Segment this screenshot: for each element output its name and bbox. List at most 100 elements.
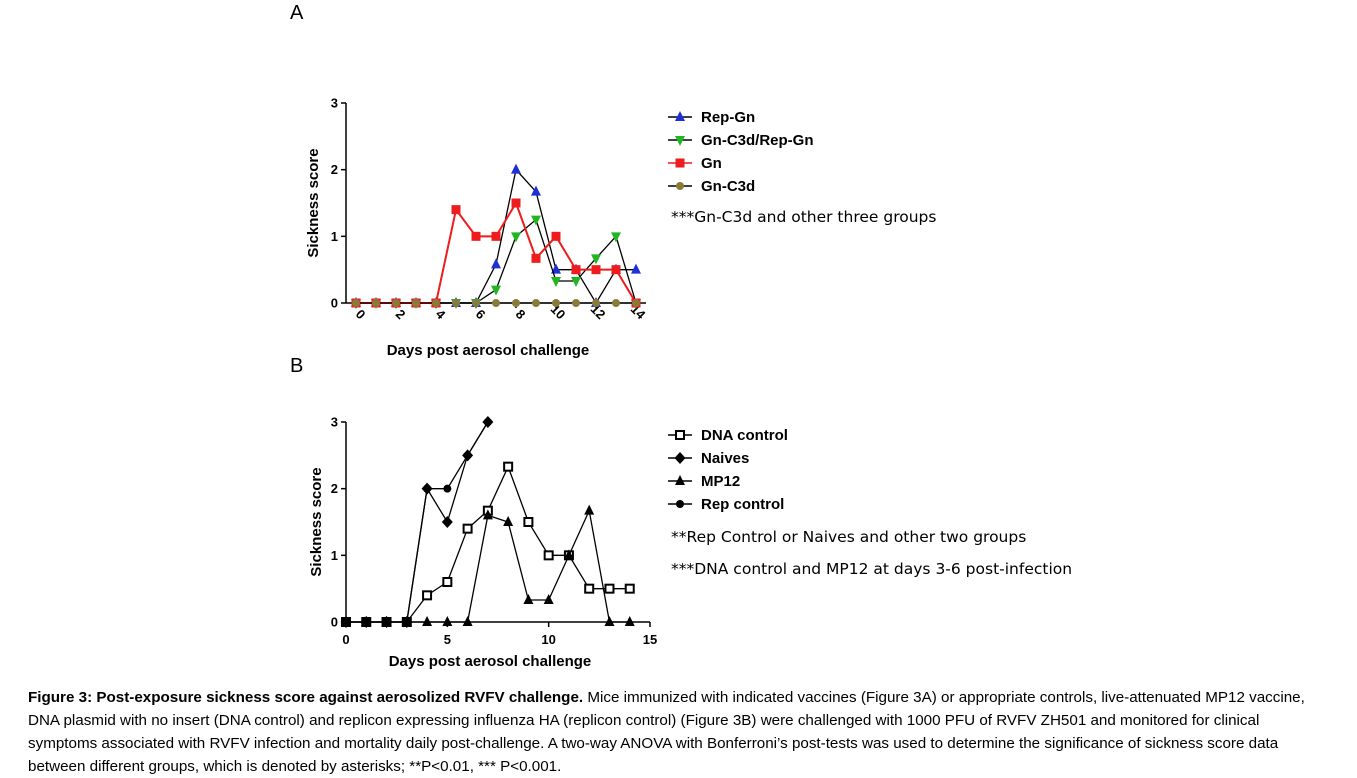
y-tick-label: 0 [331,615,338,630]
legend-entry: Rep-Gn [668,109,755,126]
legend-label: Naives [701,450,749,467]
y-tick-label: 1 [331,548,338,563]
y-tick-label: 3 [331,415,338,430]
data-point [402,618,411,626]
data-point [491,285,501,296]
data-point [483,418,492,426]
data-point [423,484,432,493]
data-point [451,205,461,215]
y-axis-title: Sickness score [308,467,325,576]
legend-marker [675,158,685,168]
legend-entry: Naives [668,450,749,467]
data-point [631,263,641,274]
y-tick-label: 3 [331,96,338,111]
series-naives [340,416,494,628]
data-point [531,215,541,226]
y-tick-label: 1 [331,229,338,244]
data-point [551,263,561,274]
x-tick-label: 4 [433,306,449,322]
legend-label: DNA control [701,427,788,444]
legend-label: Rep control [701,496,784,513]
data-point [523,594,534,604]
x-axis-title: Days post aerosol challenge [387,342,590,359]
y-tick-label: 2 [331,162,338,177]
data-point [422,616,433,626]
series-gn-c3d [352,299,640,307]
legend-marker [675,475,685,485]
x-tick-label: 2 [393,306,409,322]
caption-title: Figure 3: Post-exposure sickness score a… [28,689,584,706]
panel-b-letter: B [290,355,304,377]
data-point [611,232,621,243]
legend-marker [675,111,685,121]
significance-note: ***Gn-C3d and other three groups [671,208,936,226]
data-point [462,616,473,626]
legend-marker [675,136,685,146]
x-tick-label: 10 [541,632,555,647]
data-point [503,516,514,526]
data-point [472,299,480,307]
x-axis-title: Days post aerosol challenge [389,653,592,670]
data-point [352,299,360,307]
data-point [604,583,615,594]
legend-entry: Rep control [668,496,784,513]
data-point [362,618,371,626]
data-point [531,185,541,196]
y-axis-title: Sickness score [305,148,322,257]
data-point [482,509,493,520]
x-tick-label: 15 [643,632,657,647]
legend-marker [674,452,686,464]
significance-note: **Rep Control or Naives and other two gr… [671,528,1026,546]
series-rep-control [342,418,492,626]
legend-label: Gn [701,155,722,172]
data-point [552,299,560,307]
data-point [382,618,391,626]
legend-label: MP12 [701,473,740,490]
legend-marker [676,182,684,190]
data-point [463,451,472,460]
data-point [372,299,380,307]
data-point [511,163,521,174]
legend-entry: Gn-C3d [668,178,755,195]
data-point [604,616,615,626]
data-point [523,517,534,527]
data-point [532,299,540,307]
series-line [346,464,630,623]
data-point [462,523,473,534]
x-tick-label: 0 [342,632,349,647]
legend-entry: MP12 [668,473,740,490]
data-point [612,299,620,307]
data-point [592,299,600,307]
x-tick-label: 8 [513,306,529,322]
y-tick-label: 0 [331,296,338,311]
legend-marker [675,430,685,440]
data-point [543,594,554,604]
data-point [512,299,520,307]
legend-entry: Gn-C3d/Rep-Gn [668,132,814,149]
x-tick-label: 6 [473,306,489,322]
x-tick-label: 5 [444,632,451,647]
data-point [563,549,574,560]
data-point [611,265,621,275]
series-mp12 [341,504,635,626]
data-point [432,299,440,307]
figure-caption: Figure 3: Post-exposure sickness score a… [28,686,1328,778]
series-line [346,508,630,623]
legend-entry: Gn [668,155,722,172]
data-point [551,277,561,287]
x-tick-label: 0 [353,306,369,322]
data-point [471,231,481,241]
data-point [591,254,601,265]
data-point [572,299,580,307]
data-point [511,198,521,208]
data-point [491,231,501,241]
data-point [571,265,581,275]
y-tick-label: 2 [331,481,338,496]
legend-label: Gn-C3d [701,178,755,195]
data-point [511,232,521,243]
caption-body: Mice immunized with indicated vaccines (… [28,689,1305,775]
data-point [442,616,453,626]
data-point [412,299,420,307]
